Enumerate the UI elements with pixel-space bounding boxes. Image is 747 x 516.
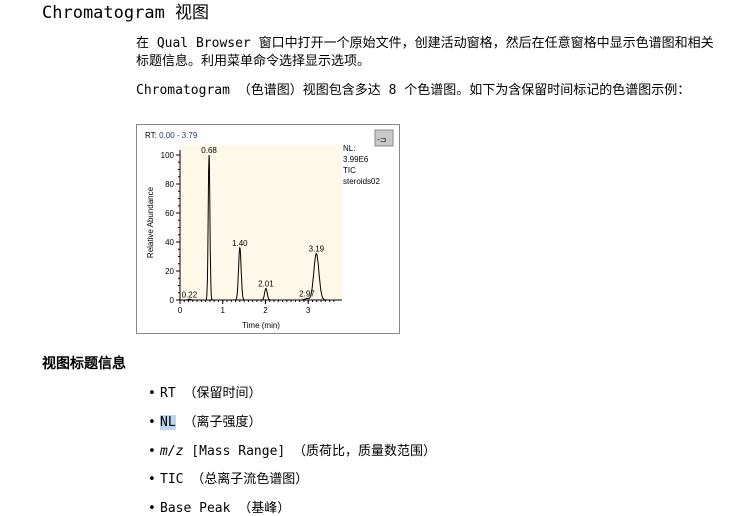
bullet-term: RT	[160, 386, 176, 401]
rt-label: RT: 0.00 - 3.79	[145, 131, 198, 140]
chromatogram-chart: RT: 0.00 - 3.79 NL: 3.99E6 TIC steroids02 -⊐ 0…	[145, 129, 394, 330]
bullet-term: m/z	[160, 444, 184, 459]
chromatogram-paragraph: Chromatogram （色谱图）视图包含多达 8 个色谱图。如下为含保留时间…	[136, 83, 691, 98]
page-title: Chromatogram 视图	[42, 3, 210, 23]
peak-label: 0.22	[182, 290, 198, 299]
bullet-desc: （离子强度）	[175, 415, 262, 430]
y-tick-label: 40	[165, 238, 174, 247]
section-title: 视图标题信息	[42, 356, 126, 372]
x-tick-label: 3	[306, 306, 311, 315]
x-tick-label: 0	[178, 306, 183, 315]
bullet-term: TIC	[160, 472, 184, 487]
header-info: NL:	[343, 144, 355, 153]
bullet-term: Base Peak	[160, 501, 231, 516]
plot-area	[180, 145, 342, 300]
peak-label: 3.19	[309, 245, 325, 254]
bullet-desc: （保留时间）	[175, 386, 262, 401]
header-info: TIC	[343, 166, 356, 175]
bullet-tic: • TIC （总离子流色谱图）	[148, 472, 309, 487]
bullet-rt: • RT （保留时间）	[148, 386, 262, 401]
pin-icon: -⊐	[377, 135, 386, 144]
bullet-term: NL	[160, 415, 176, 430]
intro-paragraph: 在 Qual Browser 窗口中打开一个原始文件，创建活动窗格，然后在任意窗…	[136, 36, 714, 69]
y-axis-label: Relative Abundance	[146, 186, 155, 258]
peak-label: 1.40	[232, 239, 248, 248]
y-tick-label: 80	[165, 180, 174, 189]
bullet-nl: • NL （离子强度）	[148, 415, 262, 430]
bullet-mz: • m/z [Mass Range] （质荷比，质量数范围）	[148, 444, 437, 459]
y-tick-label: 60	[165, 209, 174, 218]
header-info: steroids02	[343, 177, 380, 186]
bullet-desc: [Mass Range] （质荷比，质量数范围）	[183, 444, 437, 459]
header-info: 3.99E6	[343, 155, 369, 164]
chromatogram-figure: RT: 0.00 - 3.79 NL: 3.99E6 TIC steroids02 -⊐ 0…	[136, 124, 400, 334]
bullet-desc: （总离子流色谱图）	[183, 472, 309, 487]
chromatogram-trace	[180, 154, 342, 301]
peak-label: 0.68	[201, 146, 217, 155]
peak-label: 2.01	[258, 279, 274, 288]
x-tick-label: 1	[221, 306, 226, 315]
x-tick-label: 2	[263, 306, 268, 315]
bullet-base-peak: • Base Peak （基峰）	[148, 501, 291, 516]
x-axis-label: Time (min)	[242, 321, 280, 330]
peak-label: 2.97	[299, 290, 315, 299]
y-tick-label: 20	[165, 267, 174, 276]
y-tick-label: 0	[170, 296, 175, 305]
pin-icon	[374, 129, 394, 147]
bullet-desc: （基峰）	[230, 501, 291, 516]
y-tick-label: 100	[161, 151, 175, 160]
